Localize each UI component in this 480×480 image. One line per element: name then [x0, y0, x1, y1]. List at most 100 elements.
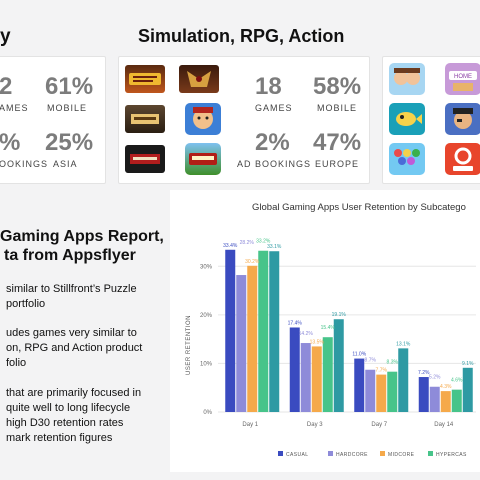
puzzle-card: HOME	[382, 56, 480, 184]
sim-mobile-pct: 58%	[313, 73, 362, 100]
sim-mobile-label: MOBILE	[317, 103, 358, 113]
svg-text:HOME: HOME	[454, 74, 472, 80]
bullet-3-line-1: that are primarily focused in	[6, 387, 142, 399]
sim-section-heading: Simulation, RPG, Action	[138, 26, 345, 46]
sim-europe-label: EUROPE	[315, 159, 360, 169]
bullet-3: that are primarily focused in quite well…	[6, 386, 141, 446]
bar	[258, 250, 269, 412]
bullet-1-line-1: similar to Stillfront’s Puzzle	[6, 283, 137, 295]
left-bookings-label: OOKINGS	[0, 159, 49, 169]
data-label: 14.2%	[299, 331, 314, 337]
left-mobile-pct: 61%	[45, 73, 94, 100]
bar	[269, 251, 280, 412]
x-tick-label: Day 1	[242, 422, 258, 428]
bar	[398, 348, 409, 412]
bullet-1-line-2: portfolio	[6, 298, 46, 310]
data-label: 13.5%	[310, 339, 325, 345]
data-label: 11.0%	[352, 352, 366, 358]
data-label: 33.4%	[223, 243, 238, 249]
bullet-3-line-2: quite well to long lifecycle	[6, 402, 131, 414]
bar	[429, 386, 440, 412]
retention-chart: Global Gaming Apps User Retention by Sub…	[186, 202, 476, 458]
bar	[387, 371, 398, 412]
bubble-shooter-icon	[389, 143, 425, 175]
bar	[462, 367, 473, 412]
sim-games-label: GAMES	[255, 103, 293, 113]
x-tick-label: Day 3	[307, 422, 323, 428]
bullet-2: udes games very similar to on, RPG and A…	[6, 326, 142, 371]
cartoon-character-icon	[185, 103, 221, 135]
bar	[289, 327, 300, 412]
legend-swatch	[278, 451, 283, 456]
bar	[300, 343, 311, 412]
y-tick-label: 30%	[200, 264, 213, 270]
data-label: 9.1%	[462, 361, 474, 367]
bar	[418, 377, 429, 412]
rogue-game-icon	[125, 145, 165, 173]
data-label: 8.7%	[365, 358, 377, 364]
bar	[311, 346, 322, 412]
legend-label: CASUAL	[286, 452, 308, 458]
left-asia-label: ASIA	[53, 159, 78, 169]
y-tick-label: 20%	[200, 313, 213, 319]
data-label: 33.1%	[267, 244, 282, 250]
sim-ad-bookings-pct: 2%	[255, 129, 290, 156]
bullet-2-line-2: on, RPG and Action product	[6, 342, 143, 354]
bar	[354, 358, 365, 412]
x-tick-label: Day 7	[371, 422, 387, 428]
left-stats-card: 2 AMES 61% MOBILE % OOKINGS 25% ASIA	[0, 56, 106, 184]
legend-swatch	[380, 451, 385, 456]
sim-ad-bookings-label: AD BOOKINGS	[237, 159, 312, 169]
data-label: 19.1%	[332, 312, 347, 318]
data-label: 4.3%	[440, 384, 452, 390]
hitlife-icon	[445, 143, 480, 175]
legend-swatch	[328, 451, 333, 456]
legend-label: MIDCORE	[388, 452, 415, 458]
data-label: 13.1%	[396, 341, 411, 347]
left-games-label: AMES	[0, 103, 29, 113]
report-title-line2: ta from Appsflyer	[4, 247, 136, 264]
sim-card: 18 GAMES 58% MOBILE 2% AD BOOKINGS 47% E…	[118, 56, 370, 184]
left-bookings-pct: %	[0, 129, 21, 156]
data-label: 7.7%	[376, 368, 388, 374]
bullet-3-line-3: high D30 retention rates	[6, 417, 124, 429]
sim-europe-pct: 47%	[313, 129, 362, 156]
chart-title: Global Gaming Apps User Retention by Sub…	[252, 202, 466, 213]
left-section-heading: y	[0, 26, 11, 47]
data-label: 5.2%	[429, 375, 441, 381]
bar	[376, 374, 387, 412]
sim-games-count: 18	[255, 73, 282, 100]
bar	[365, 369, 376, 412]
left-games-count: 2	[0, 73, 13, 100]
bar	[440, 391, 451, 412]
y-tick-label: 10%	[200, 361, 213, 367]
bullet-1: similar to Stillfront’s Puzzle portfolio	[6, 282, 137, 312]
legend-label: HYPERCAS	[436, 452, 467, 458]
data-label: 8.3%	[387, 360, 399, 366]
shakes-fidget-icon	[125, 65, 165, 93]
data-label: 4.6%	[451, 378, 463, 384]
fish-game-icon	[389, 103, 425, 135]
data-label: 30.2%	[245, 259, 260, 265]
data-label: 7.2%	[418, 370, 430, 376]
bar	[225, 249, 236, 412]
x-tick-label: Day 14	[434, 422, 454, 428]
big-farm-icon	[185, 143, 221, 175]
pirate-character-icon	[445, 103, 480, 135]
bar	[247, 265, 258, 412]
bullet-2-line-3: folio	[6, 357, 27, 369]
twins-game-icon	[389, 63, 425, 95]
home-design-icon: HOME	[445, 63, 480, 95]
retention-chart-card: Global Gaming Apps User Retention by Sub…	[170, 190, 480, 472]
bullet-3-line-4: mark retention figures	[6, 432, 113, 444]
legend-swatch	[428, 451, 433, 456]
data-label: 28.2%	[240, 240, 255, 246]
chart-ylabel: USER RETENTION	[186, 315, 192, 375]
forge-of-empires-icon	[179, 65, 219, 93]
report-title-line1: Gaming Apps Report,	[0, 228, 164, 245]
left-asia-pct: 25%	[45, 129, 94, 156]
left-mobile-label: MOBILE	[47, 103, 88, 113]
bar	[322, 337, 333, 412]
legend-label: HARDCORE	[336, 452, 368, 458]
bar	[451, 389, 462, 412]
